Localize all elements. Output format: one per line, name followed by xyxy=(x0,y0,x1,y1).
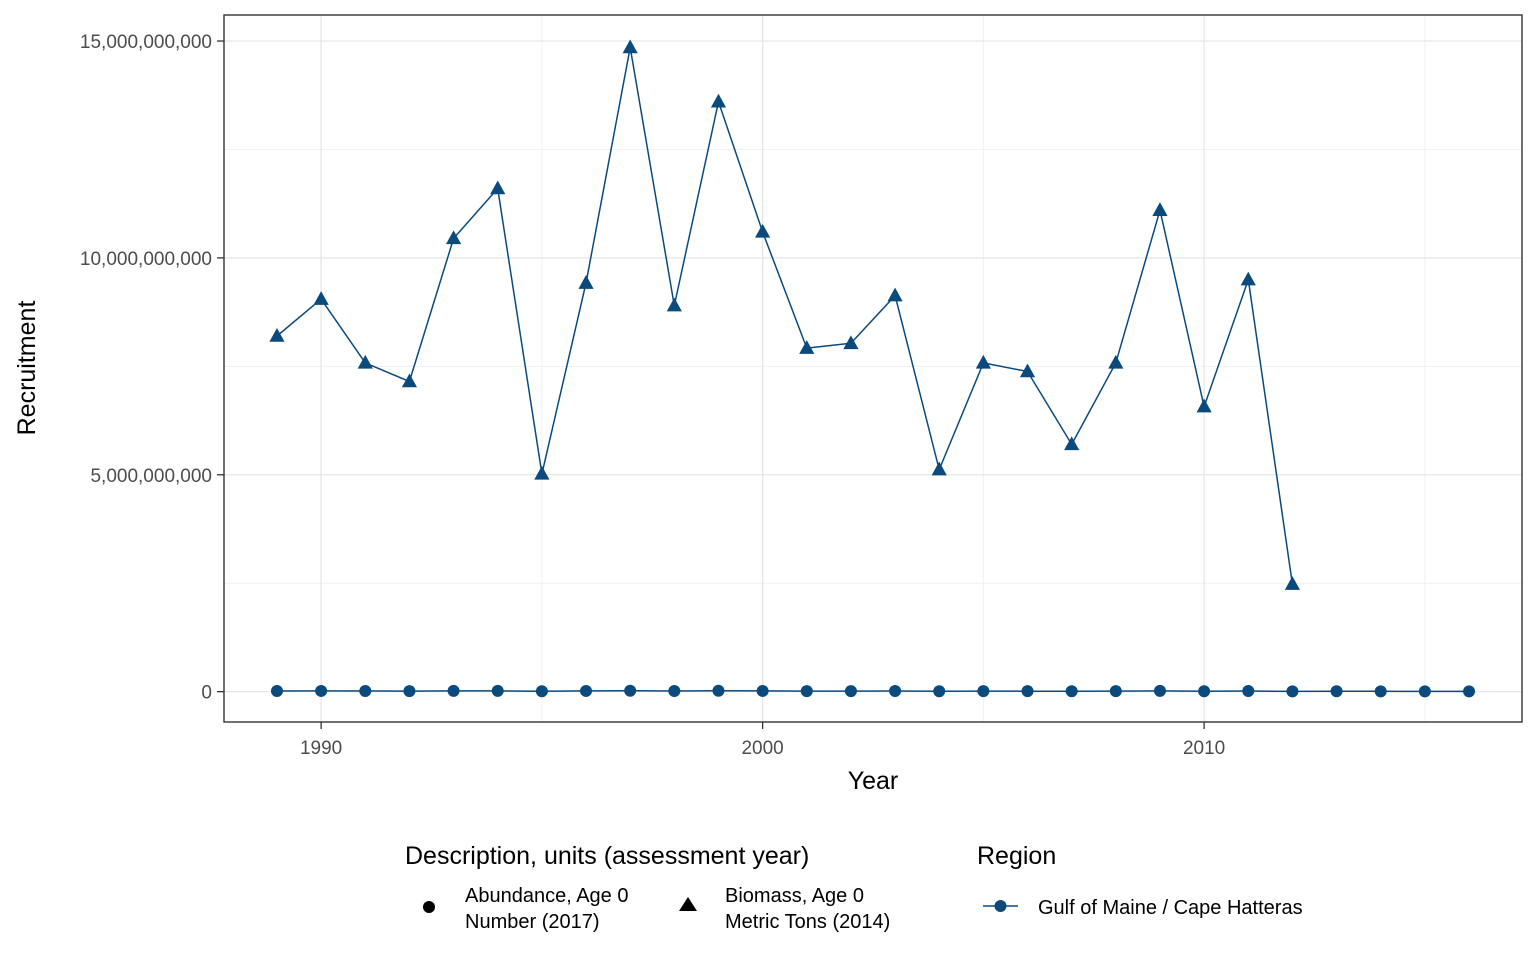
abundance-point xyxy=(359,685,372,698)
y-tick-label: 5,000,000,000 xyxy=(90,466,212,487)
y-tick-label: 10,000,000,000 xyxy=(80,249,212,270)
legend-key-triangle xyxy=(679,897,697,911)
biomass-point xyxy=(710,93,727,108)
biomass-point xyxy=(357,354,373,369)
legend-key-dot xyxy=(994,900,1007,912)
y-tick-label: 0 xyxy=(201,683,212,704)
biomass-point xyxy=(490,180,506,195)
biomass-point xyxy=(534,465,550,480)
legend-label-abundance-line1: Abundance, Age 0 xyxy=(465,885,628,907)
panel-border xyxy=(223,14,1523,723)
biomass-point xyxy=(931,461,947,476)
abundance-point xyxy=(315,684,328,697)
abundance-point xyxy=(491,684,504,697)
x-axis-title: Year xyxy=(848,767,899,795)
abundance-point xyxy=(1021,685,1034,698)
biomass-point xyxy=(666,297,682,312)
y-axis: 0 5,000,000,000 10,000,000,000 15,000,000,0… xyxy=(80,32,224,704)
legend-description-title: Description, units (assessment year) xyxy=(405,842,809,870)
abundance-point xyxy=(1374,685,1387,698)
biomass-point xyxy=(1152,202,1168,216)
y-tick-label: 15,000,000,000 xyxy=(80,32,212,53)
legend-label-abundance-line2: Number (2017) xyxy=(465,911,600,933)
biomass-point xyxy=(578,275,594,289)
abundance-point xyxy=(1418,685,1431,698)
series-layer xyxy=(269,39,1476,698)
abundance-point xyxy=(270,684,283,697)
biomass-point xyxy=(269,327,285,342)
legend-label-biomass-line2: Metric Tons (2014) xyxy=(725,911,890,933)
biomass-point xyxy=(843,335,859,350)
biomass-point xyxy=(975,354,991,369)
abundance-point xyxy=(624,684,637,697)
legend-entry-biomass: Biomass, Age 0 Metric Tons (2014) xyxy=(679,885,890,933)
legend-entry-abundance: Abundance, Age 0 Number (2017) xyxy=(423,885,628,933)
abundance-point xyxy=(977,685,990,698)
abundance-point xyxy=(844,685,857,698)
abundance-point xyxy=(1109,685,1122,698)
legend-description: Description, units (assessment year) Abu… xyxy=(405,842,890,933)
abundance-point xyxy=(756,684,769,697)
legend-key-circle xyxy=(423,901,435,913)
x-tick-label: 2000 xyxy=(741,738,783,759)
abundance-point xyxy=(403,685,416,698)
y-axis-title: Recruitment xyxy=(13,301,41,436)
abundance-point xyxy=(889,684,902,697)
biomass-point xyxy=(1108,354,1124,369)
abundance-point xyxy=(1286,685,1299,698)
x-tick-label: 2010 xyxy=(1183,738,1225,759)
biomass-point xyxy=(1019,363,1036,378)
biomass-point xyxy=(1196,398,1212,413)
x-axis: 1990 2000 2010 xyxy=(300,722,1225,759)
legend-entry-gulf-of-maine: Gulf of Maine / Cape Hatteras xyxy=(983,897,1303,919)
biomass-series-line xyxy=(276,46,1294,585)
biomass-point xyxy=(799,340,815,354)
biomass-point xyxy=(401,373,418,388)
x-tick-label: 1990 xyxy=(300,738,342,759)
abundance-point xyxy=(1463,685,1476,698)
abundance-point xyxy=(933,685,946,698)
grid-minor xyxy=(224,15,1522,722)
legend-region: Region Gulf of Maine / Cape Hatteras xyxy=(977,842,1303,919)
abundance-point xyxy=(712,684,725,697)
abundance-point xyxy=(800,685,813,698)
abundance-point xyxy=(1065,685,1078,698)
abundance-point xyxy=(580,684,593,697)
panel-background xyxy=(224,15,1522,722)
biomass-point xyxy=(887,287,903,302)
abundance-point xyxy=(535,685,548,698)
abundance-series-line xyxy=(276,689,1469,693)
biomass-point xyxy=(445,230,462,245)
abundance-point xyxy=(1242,685,1255,698)
biomass-point xyxy=(1240,271,1256,286)
biomass-point xyxy=(1284,576,1301,590)
legend-region-title: Region xyxy=(977,842,1056,870)
biomass-point xyxy=(313,291,329,305)
biomass-point xyxy=(755,223,771,238)
abundance-point xyxy=(668,685,681,698)
legend-label-gulf-of-maine: Gulf of Maine / Cape Hatteras xyxy=(1038,897,1303,919)
abundance-point xyxy=(1330,685,1343,698)
abundance-point xyxy=(1153,684,1166,697)
biomass-point xyxy=(1064,436,1080,451)
abundance-point xyxy=(447,684,460,697)
legend-label-biomass-line1: Biomass, Age 0 xyxy=(725,885,864,907)
abundance-point xyxy=(1198,685,1211,698)
biomass-point xyxy=(622,39,638,54)
